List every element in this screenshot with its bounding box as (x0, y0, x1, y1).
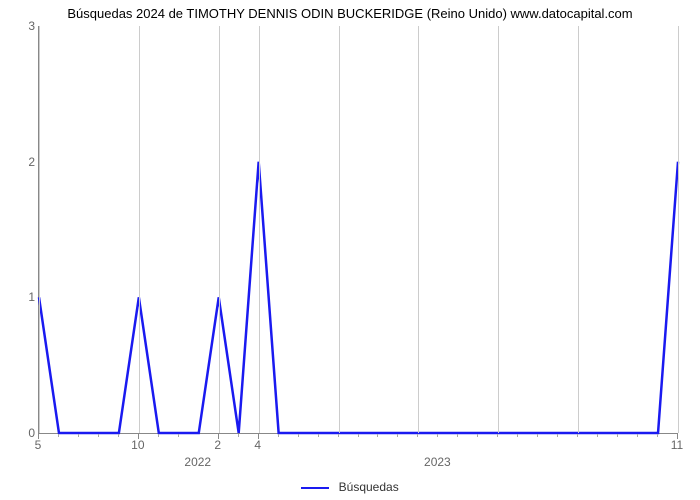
chart-legend: Búsquedas (0, 480, 700, 494)
x-axis-minor-tick (78, 434, 79, 437)
x-axis-minor-tick (557, 434, 558, 437)
x-axis-minor-tick (577, 434, 578, 437)
legend-swatch (301, 487, 329, 489)
chart-title: Búsquedas 2024 de TIMOTHY DENNIS ODIN BU… (0, 6, 700, 21)
x-axis-minor-tick (617, 434, 618, 437)
x-axis-minor-tick (338, 434, 339, 437)
x-axis-minor-tick (517, 434, 518, 437)
x-axis-minor-tick (278, 434, 279, 437)
x-axis-minor-tick (158, 434, 159, 437)
chart-plot-area (38, 26, 678, 434)
gridline-vertical (578, 26, 579, 433)
gridline-vertical (219, 26, 220, 433)
gridline-vertical (498, 26, 499, 433)
x-axis-year-label: 2023 (424, 455, 451, 469)
x-axis-minor-tick (537, 434, 538, 437)
x-axis-minor-tick (637, 434, 638, 437)
gridline-vertical (418, 26, 419, 433)
gridline-vertical (678, 26, 679, 433)
y-axis-tick-label: 1 (5, 290, 35, 304)
legend-label: Búsquedas (339, 480, 399, 494)
x-axis-minor-tick (437, 434, 438, 437)
x-axis-minor-tick (397, 434, 398, 437)
x-axis-minor-tick (238, 434, 239, 437)
x-axis-minor-tick (477, 434, 478, 437)
x-axis-minor-tick (497, 434, 498, 437)
gridline-vertical (339, 26, 340, 433)
x-axis-minor-tick (58, 434, 59, 437)
x-axis-tick-label: 2 (214, 438, 221, 452)
x-axis-minor-tick (118, 434, 119, 437)
x-axis-minor-tick (457, 434, 458, 437)
x-axis-tick-label: 11 (671, 438, 683, 452)
gridline-vertical (139, 26, 140, 433)
x-axis-tick-label: 5 (35, 438, 42, 452)
x-axis-minor-tick (417, 434, 418, 437)
x-axis-minor-tick (178, 434, 179, 437)
x-axis-year-label: 2022 (184, 455, 211, 469)
chart-svg (39, 26, 679, 434)
y-axis-tick-label: 2 (5, 155, 35, 169)
y-axis-tick-label: 3 (5, 19, 35, 33)
x-axis-minor-tick (298, 434, 299, 437)
gridline-vertical (39, 26, 40, 433)
x-axis-minor-tick (318, 434, 319, 437)
x-axis-minor-tick (597, 434, 598, 437)
line-series (39, 162, 678, 433)
gridline-vertical (259, 26, 260, 433)
x-axis-minor-tick (657, 434, 658, 437)
x-axis-minor-tick (98, 434, 99, 437)
x-axis-tick-label: 10 (131, 438, 144, 452)
y-axis-tick-label: 0 (5, 426, 35, 440)
x-axis-tick-label: 4 (254, 438, 261, 452)
x-axis-minor-tick (358, 434, 359, 437)
x-axis-minor-tick (377, 434, 378, 437)
